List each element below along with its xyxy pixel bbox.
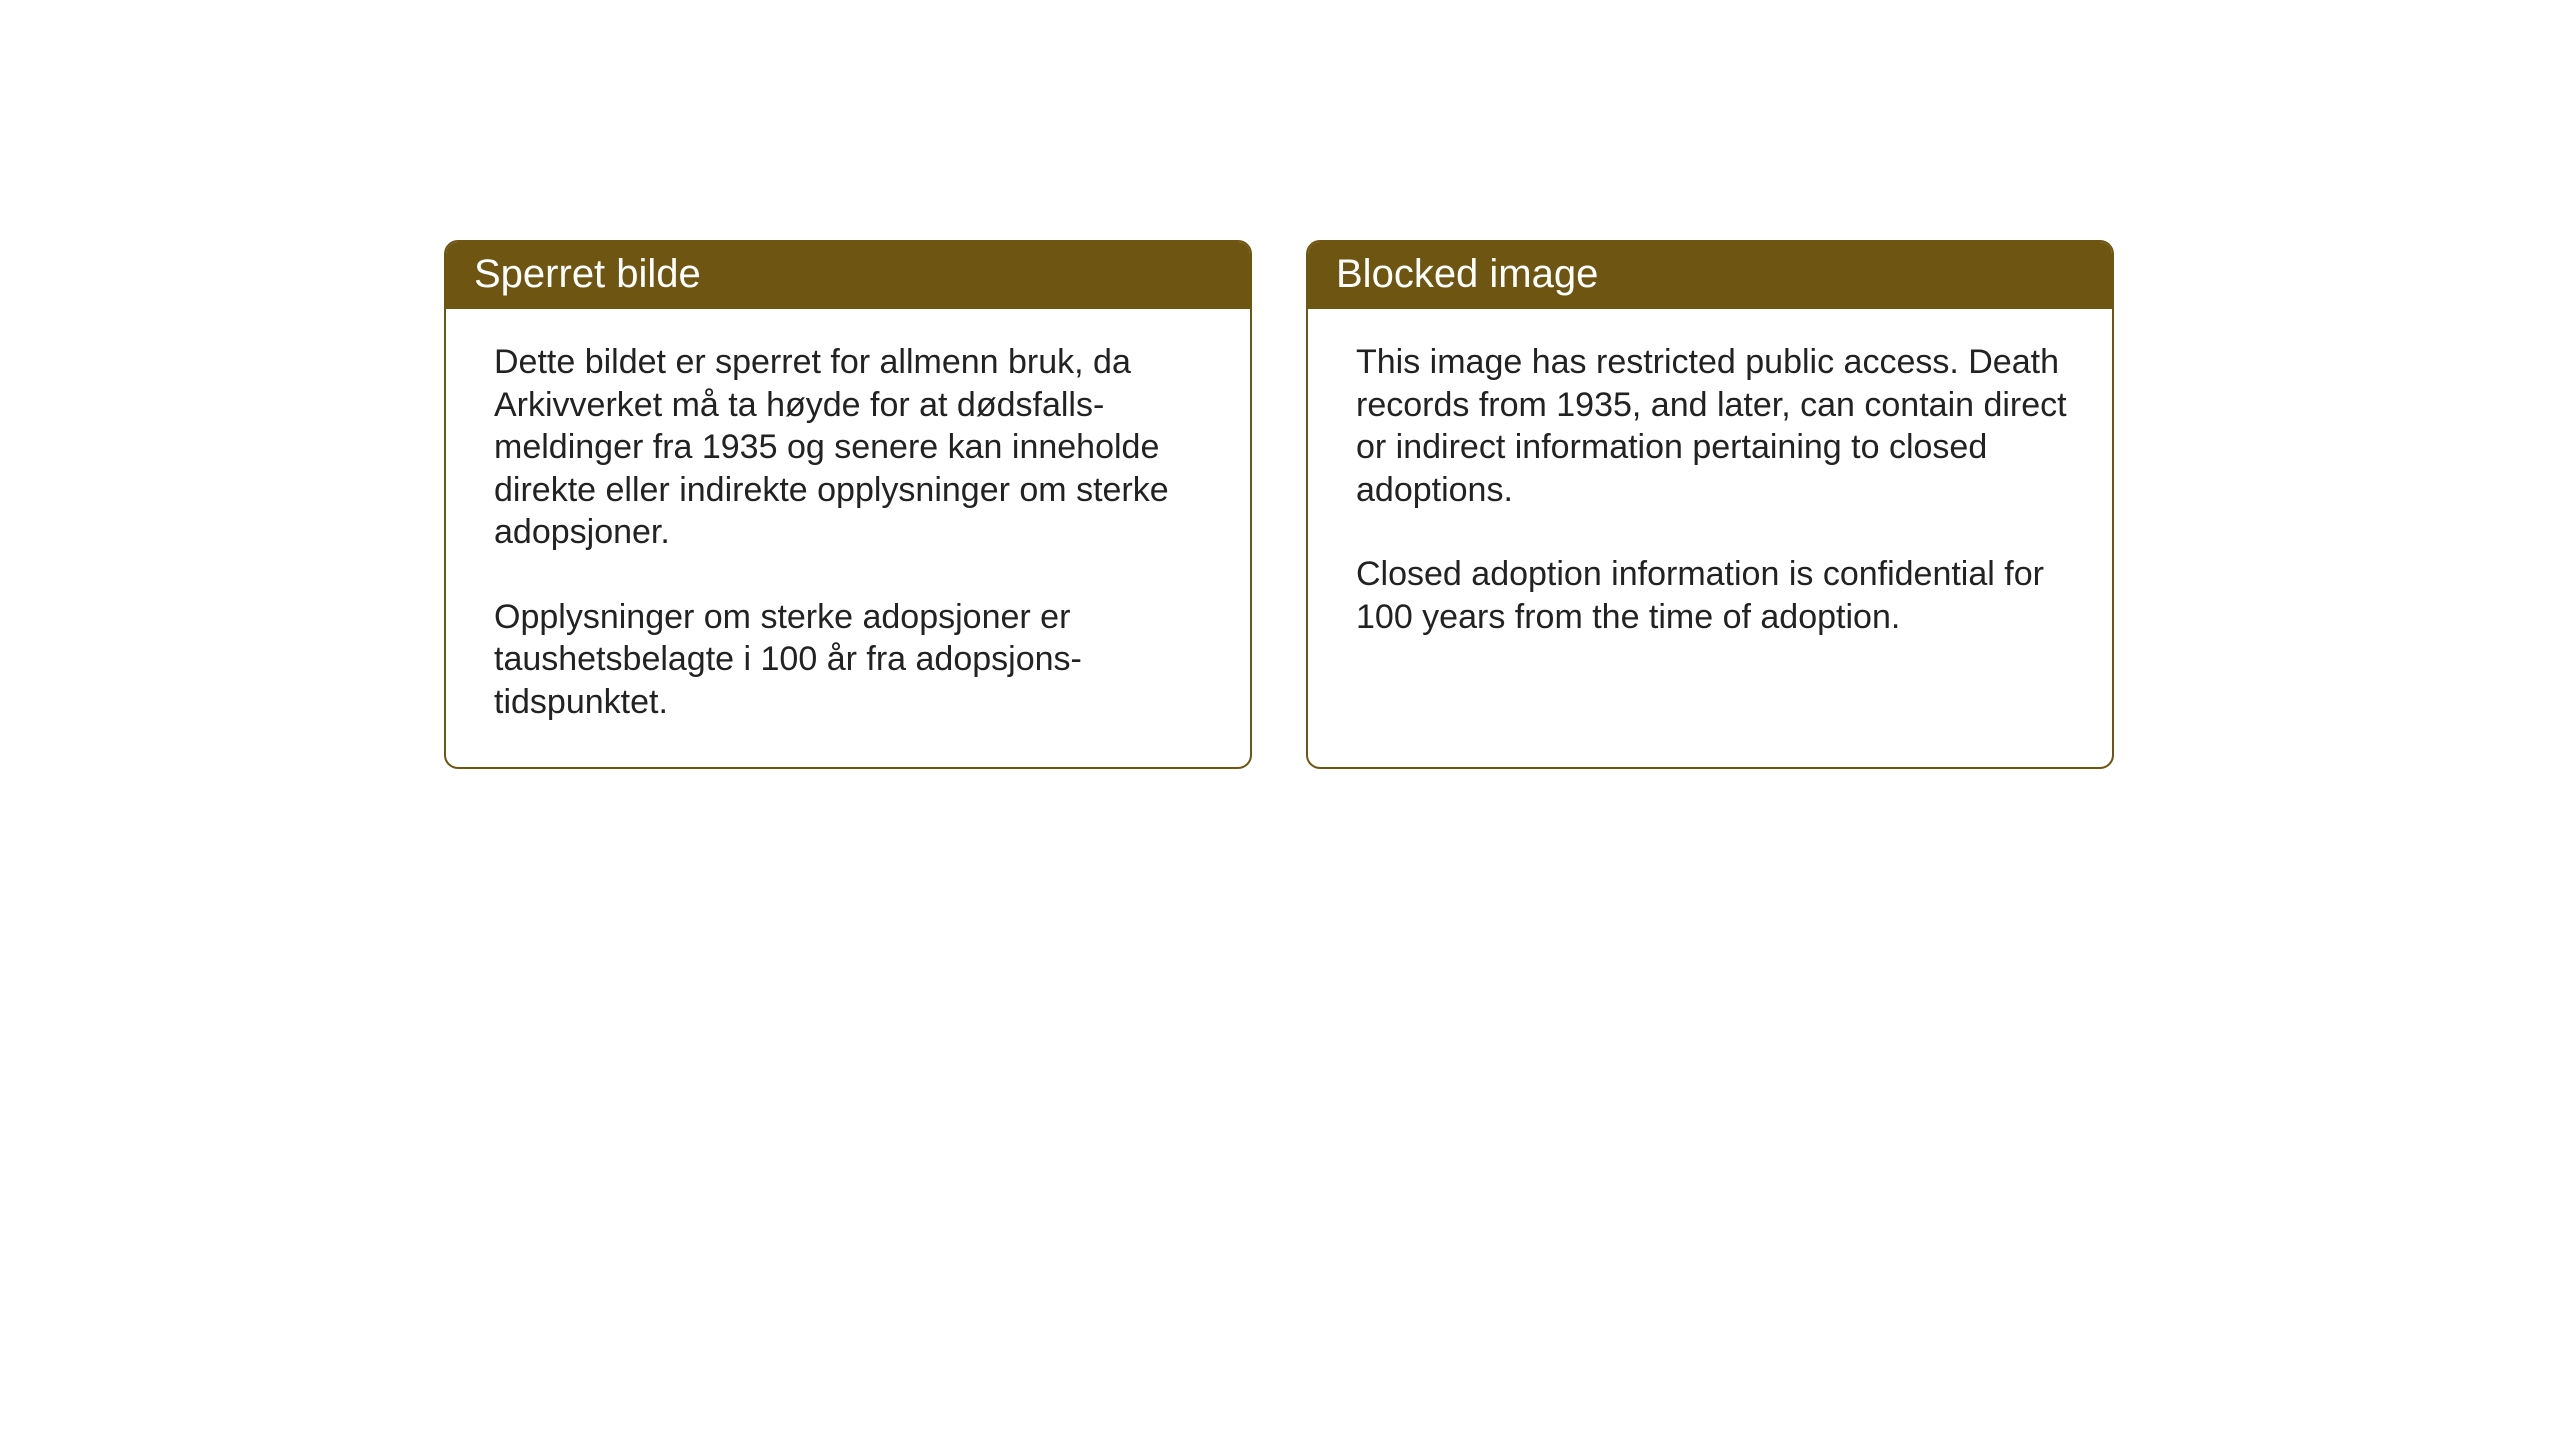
notice-body-english: This image has restricted public access.… xyxy=(1308,309,2112,682)
notice-card-norwegian: Sperret bilde Dette bildet er sperret fo… xyxy=(444,240,1252,769)
notice-header-norwegian: Sperret bilde xyxy=(446,242,1250,309)
notice-paragraph: Dette bildet er sperret for allmenn bruk… xyxy=(494,341,1206,554)
notice-paragraph: Opplysninger om sterke adopsjoner er tau… xyxy=(494,596,1206,724)
notice-body-norwegian: Dette bildet er sperret for allmenn bruk… xyxy=(446,309,1250,767)
notice-paragraph: Closed adoption information is confident… xyxy=(1356,553,2068,638)
notice-header-english: Blocked image xyxy=(1308,242,2112,309)
notice-container: Sperret bilde Dette bildet er sperret fo… xyxy=(0,0,2560,769)
notice-paragraph: This image has restricted public access.… xyxy=(1356,341,2068,511)
notice-card-english: Blocked image This image has restricted … xyxy=(1306,240,2114,769)
